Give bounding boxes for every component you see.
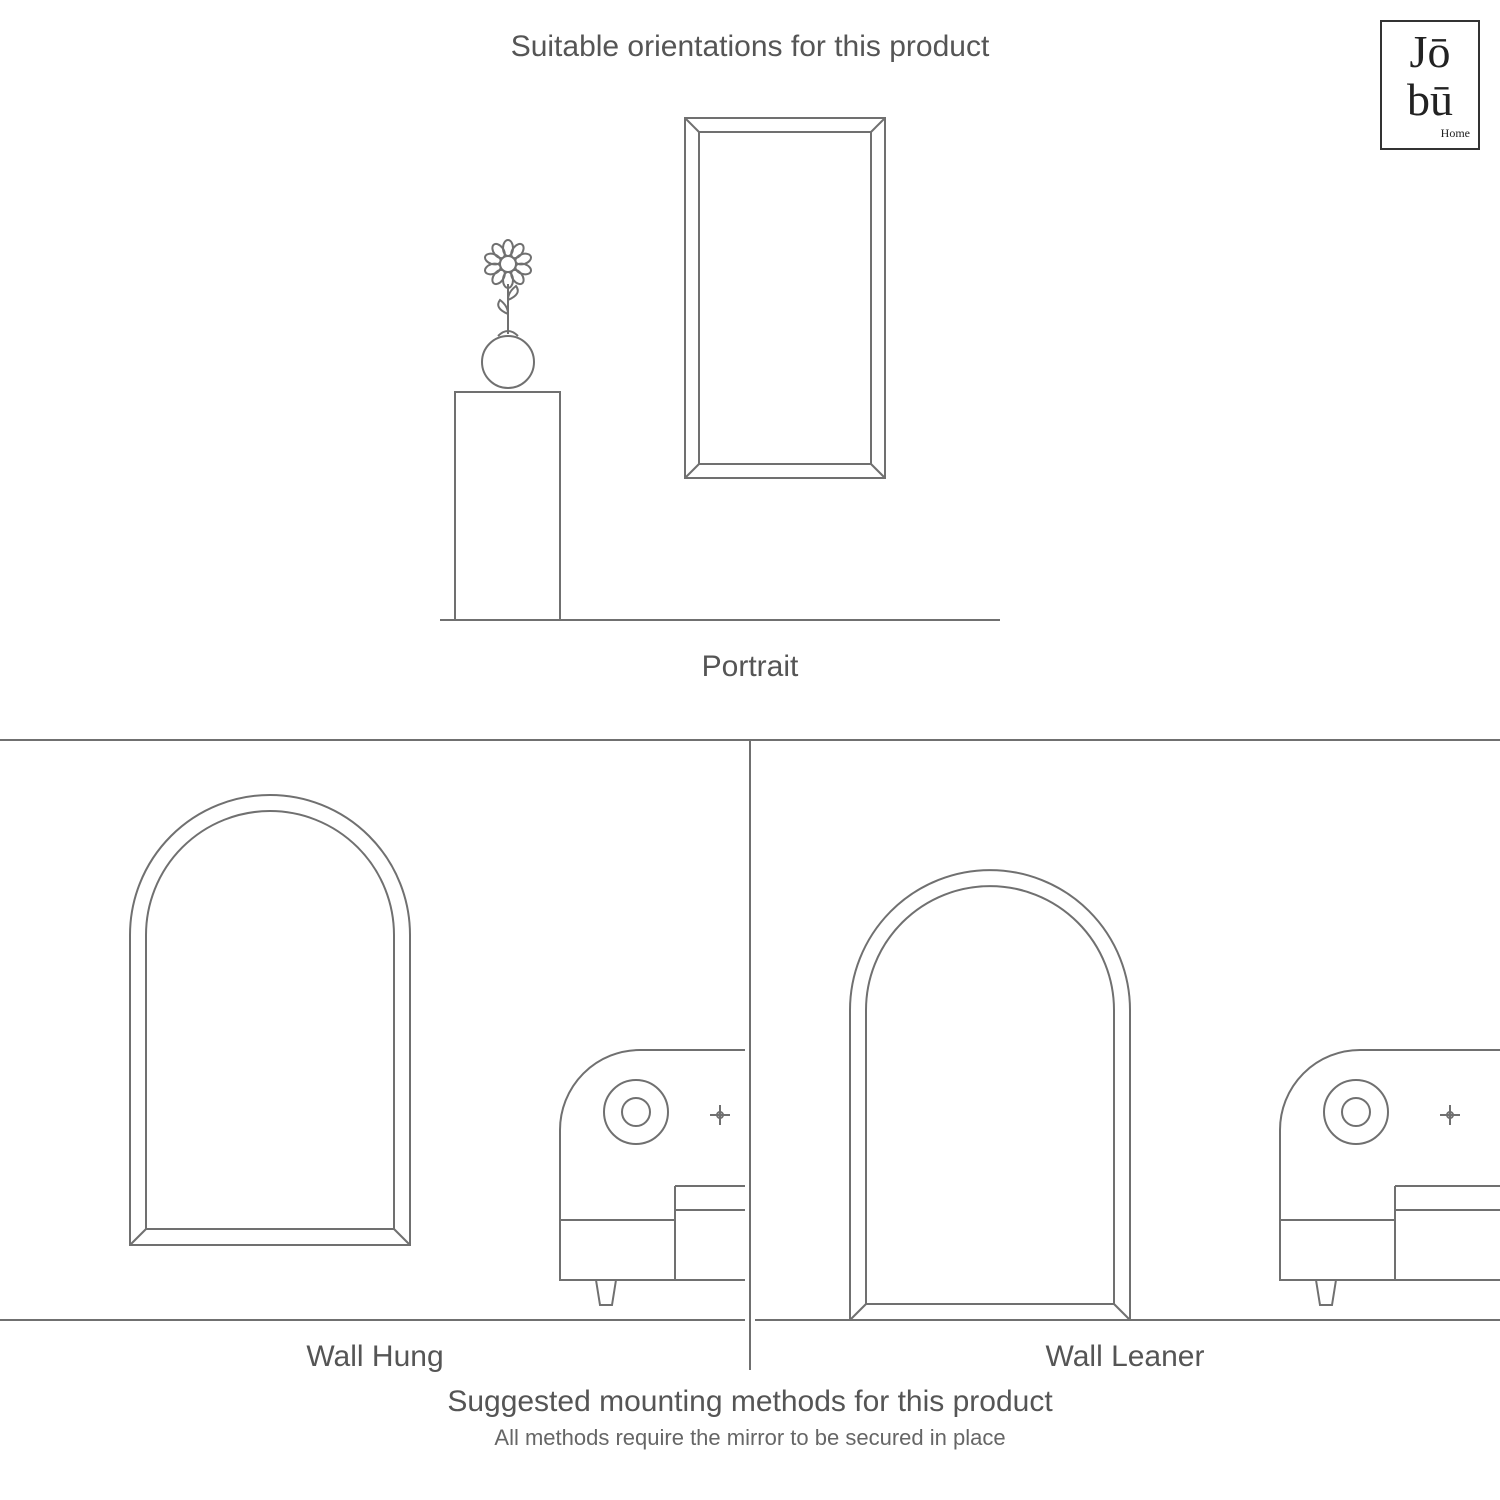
caption-wall-hung: Wall Hung <box>0 1340 750 1374</box>
mounting-title: Suggested mounting methods for this prod… <box>0 1385 1500 1419</box>
product-diagram <box>0 0 1500 1500</box>
mounting-subtitle: All methods require the mirror to be sec… <box>0 1425 1500 1451</box>
caption-wall-leaner: Wall Leaner <box>750 1340 1500 1374</box>
caption-portrait: Portrait <box>0 650 1500 684</box>
